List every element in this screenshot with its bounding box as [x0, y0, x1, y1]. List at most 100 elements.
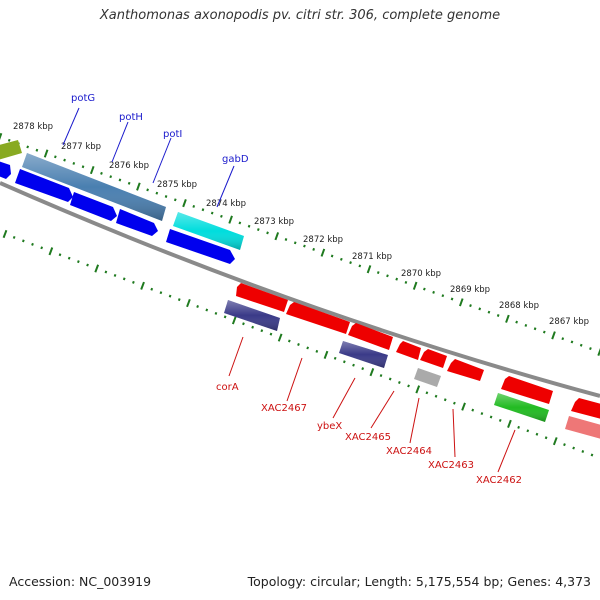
major-tick [274, 232, 280, 241]
minor-tick [496, 314, 500, 317]
gene-arrow[interactable] [565, 416, 600, 440]
gene-label-XAC2467[interactable]: XAC2467 [261, 403, 307, 414]
minor-tick [201, 208, 205, 212]
minor-tick [404, 280, 408, 284]
minor-tick [469, 304, 472, 308]
kbp-label: 2874 kbp [206, 199, 246, 209]
minor-tick [572, 446, 575, 450]
minor-tick [498, 418, 502, 422]
minor-tick [72, 161, 76, 165]
minor-tick [269, 332, 273, 336]
minor-tick [21, 239, 25, 243]
major-tick [551, 331, 556, 340]
kbp-label: 2867 kbp [549, 317, 589, 327]
kbp-label: 2872 kbp [303, 235, 343, 245]
gene-label-corA[interactable]: corA [216, 382, 239, 393]
minor-tick [581, 450, 585, 454]
minor-tick [443, 398, 447, 402]
gene-arrow[interactable] [0, 160, 11, 179]
major-tick [231, 316, 237, 325]
gene-arrow[interactable] [396, 341, 421, 360]
minor-tick [196, 305, 199, 308]
minor-tick [81, 165, 85, 169]
minor-tick [86, 263, 89, 267]
minor-tick [349, 261, 352, 265]
minor-tick [480, 412, 484, 416]
gene-label-ybeX[interactable]: ybeX [317, 421, 342, 432]
accession-text: Accession: NC_003919 [9, 574, 152, 589]
minor-tick [247, 224, 251, 228]
minor-tick [478, 307, 482, 311]
minor-tick [31, 242, 34, 246]
minor-tick [242, 322, 245, 326]
minor-tick [407, 384, 410, 388]
gene-arrow[interactable] [116, 209, 158, 236]
gene-arrow[interactable] [501, 376, 553, 404]
major-tick [552, 437, 558, 446]
minor-tick [542, 330, 546, 334]
minor-tick [340, 257, 343, 261]
major-tick [323, 350, 329, 359]
gene-label-XAC2464[interactable]: XAC2464 [386, 446, 432, 457]
minor-tick [54, 155, 57, 159]
reverse-leaders [228, 336, 516, 473]
minor-tick [526, 429, 530, 433]
minor-tick [168, 294, 172, 298]
gene-label-gabD[interactable]: gabD [222, 154, 249, 165]
gene-label-XAC2462[interactable]: XAC2462 [476, 475, 522, 486]
kbp-label: 2876 kbp [109, 161, 149, 171]
gene-arrow[interactable] [414, 368, 441, 387]
major-tick [369, 368, 375, 377]
kbp-label: 2870 kbp [401, 269, 441, 279]
gene-label-XAC2463[interactable]: XAC2463 [428, 460, 474, 471]
gene-arrow[interactable] [0, 140, 22, 160]
minor-tick [386, 274, 389, 278]
major-tick [507, 419, 512, 429]
minor-tick [260, 329, 264, 333]
major-tick [89, 165, 95, 175]
minor-tick [434, 394, 438, 398]
gene-arrow[interactable] [348, 323, 393, 350]
gene-label-XAC2465[interactable]: XAC2465 [345, 432, 391, 443]
minor-tick [471, 408, 475, 412]
topology-summary: Topology: circular; Length: 5,175,554 bp… [247, 574, 591, 589]
minor-tick [35, 148, 39, 152]
minor-tick [297, 343, 300, 346]
gene-arrow[interactable] [571, 398, 600, 420]
minor-tick [150, 287, 154, 291]
minor-tick [352, 363, 355, 367]
gene-arrow[interactable] [15, 169, 73, 202]
minor-tick [238, 221, 242, 225]
minor-tick [376, 271, 380, 275]
gene-label-potG[interactable]: potG [71, 93, 95, 104]
minor-tick [315, 349, 319, 353]
minor-tick [450, 297, 454, 301]
gene-arrow[interactable] [420, 349, 447, 368]
minor-tick [544, 436, 548, 440]
minor-tick [26, 145, 30, 149]
gene-arrow[interactable] [286, 302, 350, 334]
minor-tick [164, 195, 168, 198]
gene-arrow[interactable] [236, 283, 288, 312]
gene-label-potI[interactable]: potI [163, 129, 182, 140]
major-tick [48, 247, 54, 256]
minor-tick [441, 294, 445, 298]
gene-label-potH[interactable]: potH [119, 112, 143, 123]
minor-tick [251, 325, 254, 329]
minor-tick [388, 377, 392, 381]
minor-tick [284, 238, 288, 241]
gene-arrow[interactable] [166, 229, 235, 264]
minor-tick [77, 260, 80, 264]
minor-tick [423, 287, 426, 291]
minor-tick [58, 253, 62, 257]
minor-tick [425, 391, 429, 395]
gene-arrow[interactable] [70, 192, 117, 221]
minor-tick [570, 340, 574, 344]
major-tick [94, 264, 100, 273]
minor-tick [159, 291, 163, 295]
major-tick [415, 385, 421, 394]
gene-arrow[interactable] [447, 359, 484, 381]
reverse-labels: corA XAC2467 ybeX XAC2465 XAC2464 XAC246… [216, 382, 522, 486]
outer-tick-row [0, 132, 600, 356]
minor-tick [517, 425, 520, 429]
